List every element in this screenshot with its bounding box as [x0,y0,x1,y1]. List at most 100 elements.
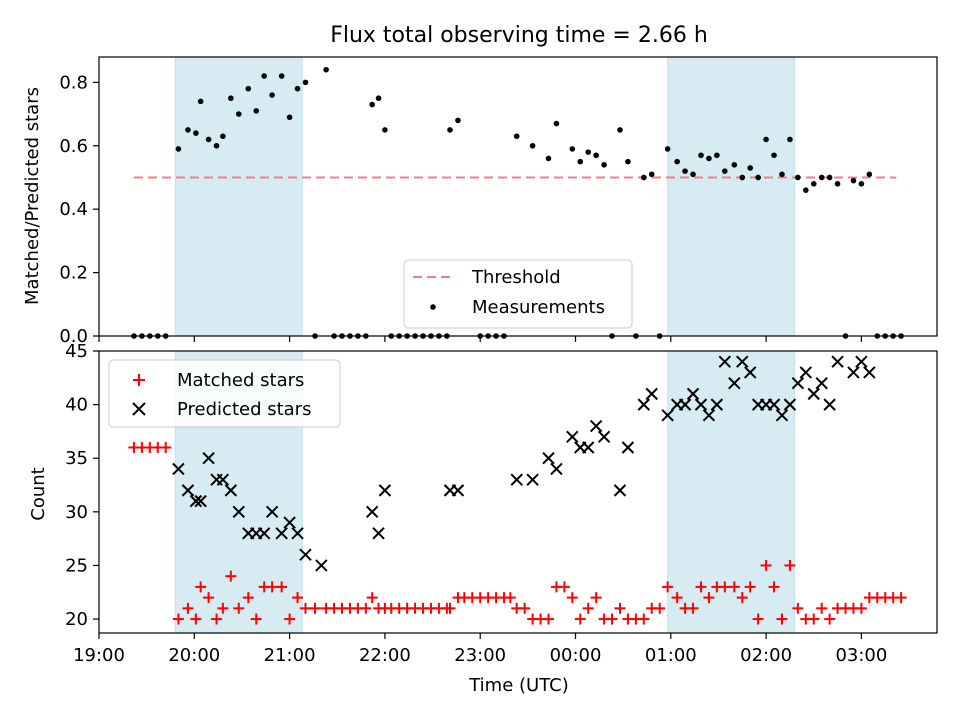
matched-point [744,581,756,593]
predicted-point [526,473,539,486]
measurement-point [529,142,536,149]
predicted-point [613,484,627,497]
bottom-y-axis-label: Count [28,467,49,520]
matched-point [792,602,804,614]
measurement-point [261,73,267,79]
measurement-point [755,174,761,181]
matched-point [719,581,731,593]
matched-point [590,592,602,604]
matched-point [654,602,666,614]
measurement-point [664,146,671,152]
matched-point [542,613,554,625]
measurement-point [205,136,212,143]
bottom-panel: 20 25 30 35 40 45 19:00 20:00 21:00 22:00 23:00 00… [28,341,938,696]
predicted-point [855,355,868,368]
matched-point [824,613,836,625]
x-axis-label: Time (UTC) [468,675,569,696]
highlight-band [174,56,303,337]
measurement-point [601,161,607,168]
predicted-point [799,366,813,379]
measurement-point [269,92,275,98]
measurement-point [513,133,520,140]
measurement-point [706,155,712,162]
matched-point [606,613,618,625]
predicted-point [823,398,836,411]
predicted-point [775,409,789,422]
measurement-point [369,101,375,108]
y-tick-label: 0.4 [59,199,88,220]
measurement-point [803,187,809,193]
measurement-point [826,174,833,181]
matched-point [444,602,456,614]
matched-point [504,592,516,604]
matched-point [671,592,683,604]
measurement-point [698,152,704,159]
matched-point [284,613,296,625]
measurement-point [245,85,252,92]
y-tick-label: 25 [65,555,88,576]
legend-predicted-swatch [132,402,146,416]
legend-predicted-label: Predicted stars [177,399,311,420]
predicted-point [275,527,288,540]
x-tick-label: 21:00 [264,645,316,666]
matched-point [855,602,867,614]
predicted-point [566,430,579,443]
predicted-point [736,355,749,368]
predicted-point [702,409,716,422]
matched-point [276,581,288,593]
measurement-point [577,158,584,165]
legend-matched-swatch [133,374,145,386]
top-y-axis-label: Matched/Predicted stars [22,87,43,305]
predicted-point [172,462,185,476]
predicted-point [831,355,844,368]
measurement-point [278,73,285,79]
measurement-point [253,108,260,114]
measurement-point [569,146,576,152]
matched-point [566,592,578,604]
matched-point [582,602,594,614]
matched-point [760,559,772,571]
y-tick-label: 20 [65,609,88,630]
bottom-legend-box [108,359,341,428]
x-tick-label: 01:00 [645,645,697,666]
predicted-point [291,527,304,540]
y-tick-label: 35 [65,448,88,469]
measurement-point [834,181,841,187]
matched-point [242,592,254,604]
matched-point [309,602,321,614]
x-tick-label: 03:00 [835,645,887,666]
bottom-axes-frame [98,350,938,634]
matched-point [360,602,372,614]
predicted-point [550,462,563,476]
predicted-point [815,376,828,390]
predicted-point [807,387,820,401]
predicted-point [710,398,724,411]
predicted-point [581,441,595,454]
x-tick-label: 19:00 [73,645,125,666]
y-tick-label: 40 [65,395,88,416]
measurement-point [779,171,785,178]
measurement-point [286,114,293,121]
matched-point [217,602,229,614]
matched-point [695,581,707,593]
measurement-point [763,136,769,143]
measurement-point [455,117,461,124]
predicted-point [299,548,312,561]
y-tick-label: 0.6 [59,136,88,157]
matched-point [211,613,223,625]
measurement-point [617,127,623,133]
measurement-point [375,95,382,102]
predicted-point [451,484,465,497]
y-tick-label: 30 [65,502,88,523]
measurement-point [722,168,728,174]
matched-point [558,581,570,593]
predicted-point [365,505,379,519]
predicted-point [621,441,635,454]
predicted-point [791,376,805,390]
matched-point [687,602,699,614]
predicted-point [189,494,203,508]
measurement-point [175,146,182,152]
x-tick-label: 02:00 [740,645,792,666]
predicted-point [783,398,797,411]
